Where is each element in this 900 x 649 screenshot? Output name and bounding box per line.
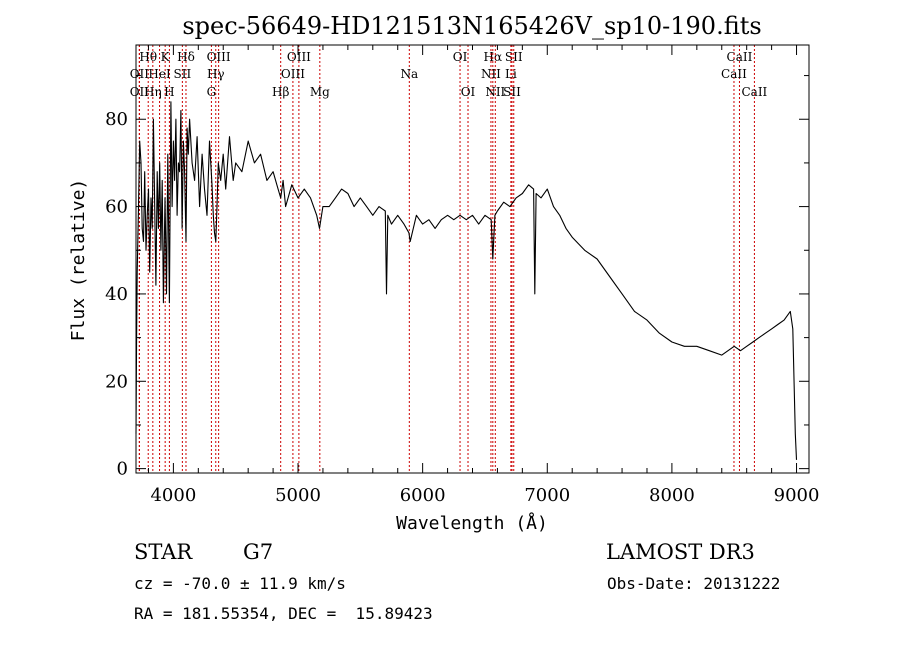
ra-dec-coordinates: RA = 181.55354, DEC = 15.89423	[134, 604, 433, 623]
line-label: H	[164, 85, 174, 99]
line-label: Mg	[310, 85, 330, 99]
line-label: Hγ	[207, 67, 225, 81]
y-tick-label: 0	[117, 459, 128, 480]
y-tick-label: 40	[105, 284, 128, 305]
x-tick-label: 9000	[774, 485, 820, 506]
line-label: NII	[481, 67, 501, 81]
line-label: CaII	[741, 85, 767, 99]
x-axis-ticks: 4000 5000 6000 7000 8000 9000	[147, 45, 820, 506]
line-label: OII	[130, 85, 150, 99]
y-tick-label: 20	[105, 371, 128, 392]
x-tick-label: 8000	[649, 485, 695, 506]
line-label: OIII	[287, 50, 311, 64]
y-axis-label: Flux (relative)	[68, 179, 89, 342]
y-tick-label: 60	[105, 197, 128, 218]
line-label: CaII	[721, 67, 747, 81]
line-label: CaII	[727, 50, 753, 64]
line-label: OI	[453, 50, 468, 64]
survey-release: LAMOST DR3	[606, 540, 755, 564]
line-label: Hθ	[139, 50, 157, 64]
spectrum-line	[135, 101, 798, 460]
line-label: SII	[505, 50, 523, 64]
x-tick-label: 4000	[150, 485, 196, 506]
y-tick-label: 80	[105, 109, 128, 130]
line-label: Hη	[144, 85, 162, 99]
line-label: OIII	[281, 67, 305, 81]
line-label: Na	[400, 67, 418, 81]
line-label: OIII	[207, 50, 231, 64]
line-label: Hδ	[177, 50, 195, 64]
x-tick-label: 7000	[524, 485, 570, 506]
line-label: SII	[174, 67, 192, 81]
object-subclass: G7	[243, 540, 274, 564]
line-label: NII	[485, 85, 505, 99]
line-label: HeI	[148, 67, 171, 81]
plot-frame	[135, 44, 810, 474]
line-label: SII	[503, 85, 521, 99]
observation-date: Obs-Date: 20131222	[607, 574, 781, 593]
line-label: Hβ	[272, 85, 289, 99]
line-label: Hα	[484, 50, 503, 64]
object-class: STAR	[134, 540, 193, 564]
y-axis-ticks: 0 20 40 60 80	[105, 75, 809, 480]
x-tick-label: 5000	[275, 485, 321, 506]
line-label: G	[207, 85, 217, 99]
line-label: OI	[461, 85, 476, 99]
x-axis-label: Wavelength (Å)	[396, 512, 548, 534]
chart-title: spec-56649-HD121513N165426V_sp10-190.fit…	[182, 12, 761, 40]
line-label: K	[161, 50, 171, 64]
x-tick-label: 6000	[400, 485, 446, 506]
line-label: Li	[505, 67, 517, 81]
redshift-velocity: cz = -70.0 ± 11.9 km/s	[134, 574, 346, 593]
